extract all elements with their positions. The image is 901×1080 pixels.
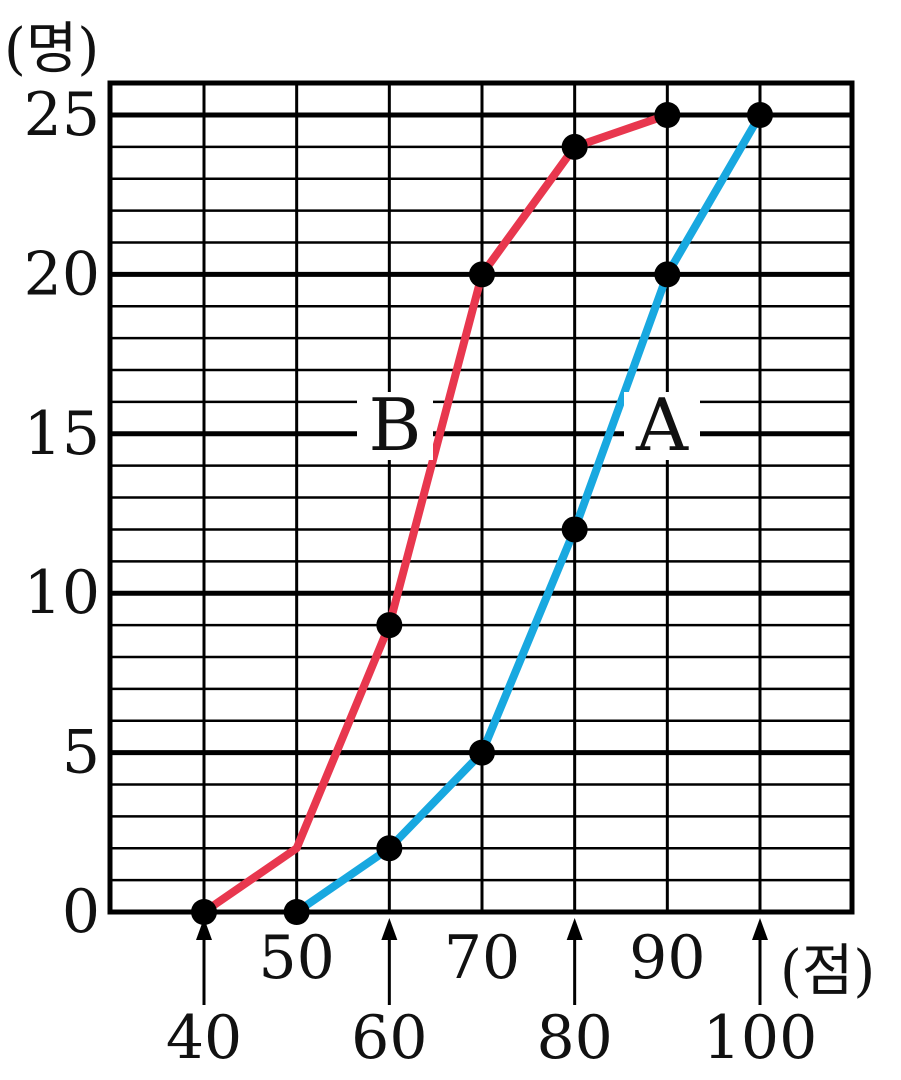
- y-tick-label: 5: [62, 718, 100, 788]
- x-tick-label: 70: [444, 923, 520, 993]
- y-tick-label: 10: [24, 558, 100, 628]
- x-tick-label: 40: [166, 1003, 242, 1073]
- data-point-b: [469, 261, 495, 288]
- series-label-a: A: [635, 383, 689, 467]
- x-tick-label: 60: [351, 1003, 427, 1073]
- x-tick-arrow-head: [752, 918, 768, 940]
- data-point-b: [191, 899, 217, 925]
- x-tick-arrow-head: [381, 918, 398, 940]
- data-point-a: [747, 102, 773, 128]
- y-tick-label: 25: [24, 80, 100, 150]
- y-axis-unit: (명): [4, 17, 99, 82]
- x-tick-arrows: [196, 918, 768, 1005]
- x-tick-label: 50: [258, 923, 334, 993]
- data-point-a: [561, 516, 588, 543]
- data-point-a: [283, 899, 310, 925]
- x-axis-unit: (점): [780, 939, 875, 1004]
- series-label-background: [624, 392, 700, 460]
- x-tick-arrow-head: [566, 918, 583, 940]
- series-label-background: [357, 392, 433, 460]
- series-line-b: [200, 111, 672, 916]
- data-point-a: [376, 835, 403, 862]
- data-point-b: [376, 612, 403, 639]
- series-lines: AB: [191, 102, 773, 925]
- x-tick-label: 90: [629, 923, 705, 993]
- x-tick-label: 100: [703, 1003, 818, 1073]
- series-line-a: [292, 111, 764, 916]
- y-tick-label: 0: [62, 877, 100, 947]
- data-point-b: [561, 133, 588, 160]
- plot-frame: [107, 80, 855, 915]
- y-tick-label: 20: [24, 239, 100, 309]
- data-point-b: [654, 102, 681, 128]
- series-label-b: B: [369, 383, 422, 467]
- grid: [107, 80, 855, 915]
- data-point-a: [469, 739, 495, 766]
- x-tick-label: 80: [536, 1003, 612, 1073]
- x-tick-arrow-head: [196, 918, 212, 940]
- data-point-a: [654, 261, 681, 288]
- tick-labels: 0 5 10 15 20 25 50 70 90 40 60 80 100: [24, 80, 818, 1073]
- y-tick-label: 15: [24, 399, 100, 469]
